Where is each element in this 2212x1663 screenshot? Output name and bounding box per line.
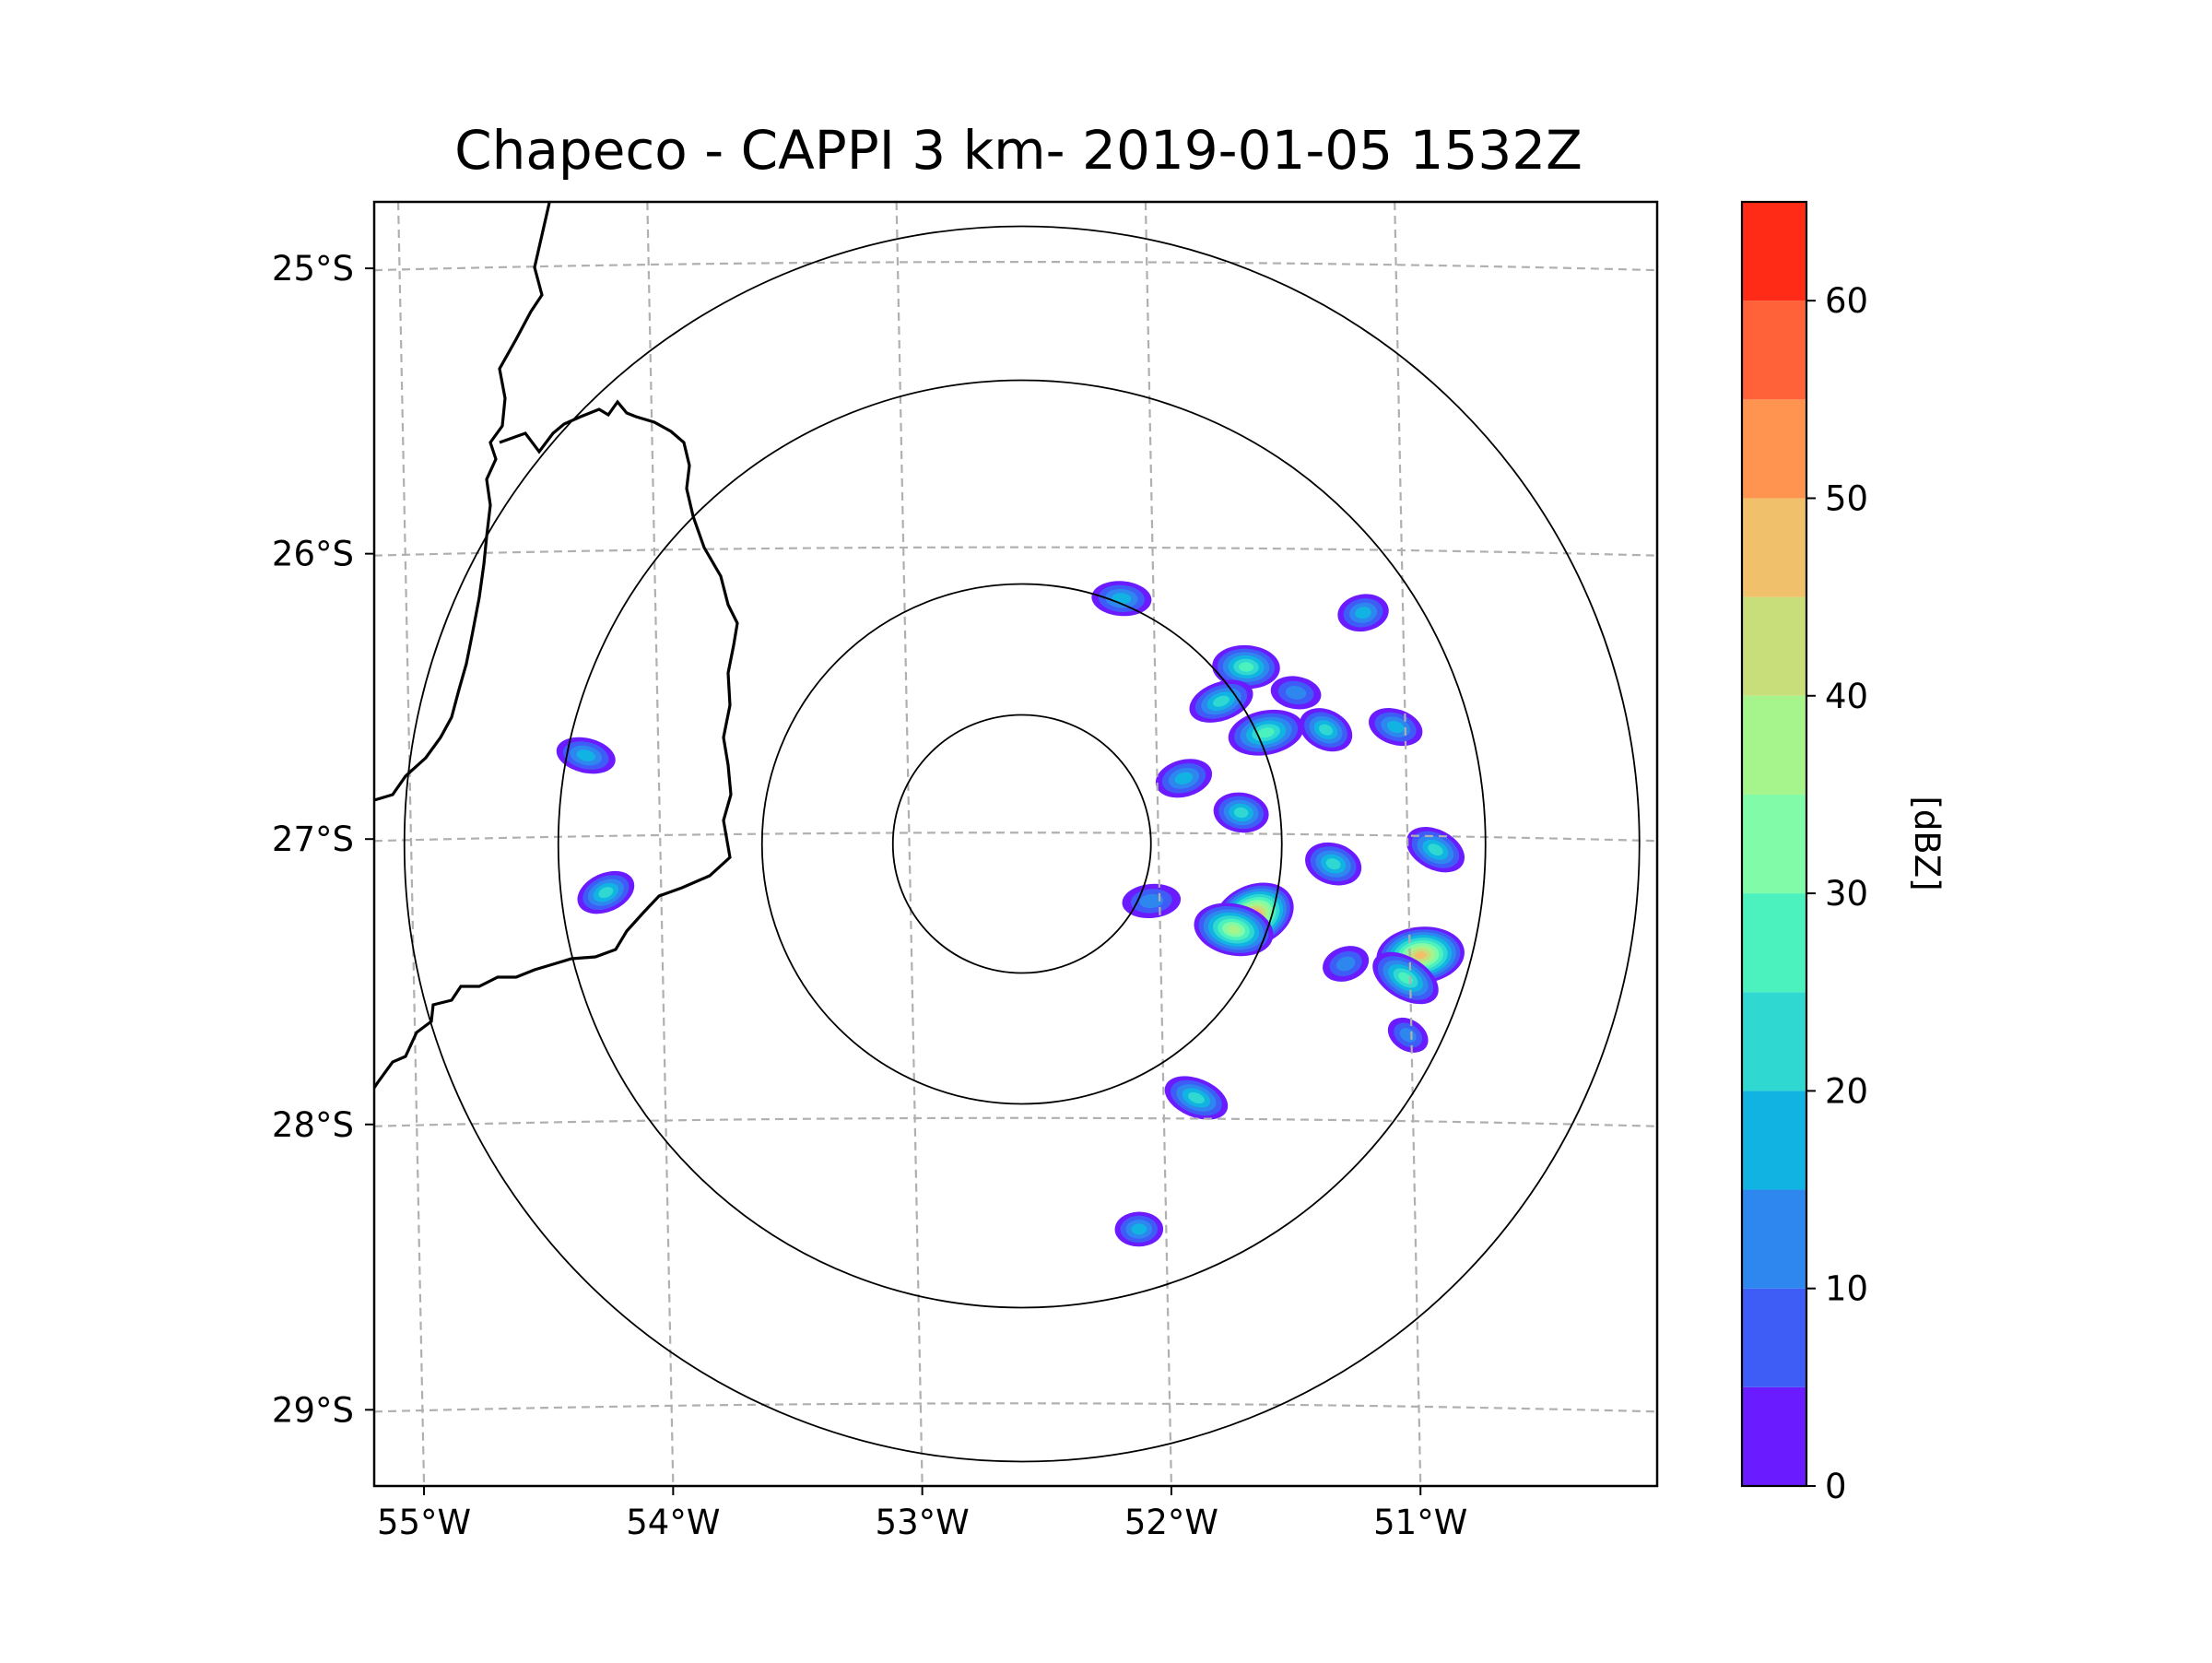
reflectivity-cell: [1386, 721, 1405, 734]
reflectivity-cell: [1355, 607, 1371, 619]
reflectivity-cell: [576, 749, 595, 761]
state-border: [374, 202, 551, 802]
reflectivity-cell: [1335, 956, 1356, 972]
colorbar-segment: [1742, 695, 1806, 795]
colorbar-label: [dBZ]: [1907, 796, 1947, 890]
x-tick-label: 53°W: [876, 1503, 970, 1542]
colorbar-tick-label: 50: [1825, 478, 1868, 518]
x-tick-label: 55°W: [377, 1503, 471, 1542]
meridian-line: [895, 202, 924, 1486]
colorbar-tick-label: 60: [1825, 281, 1868, 321]
reflectivity-cell: [1227, 925, 1241, 935]
colorbar-tick-label: 30: [1825, 874, 1868, 914]
colorbar-segment: [1742, 1091, 1806, 1190]
reflectivity-cell: [1139, 893, 1164, 909]
colorbar-segment: [1742, 992, 1806, 1091]
colorbar-segment: [1742, 893, 1806, 993]
reflectivity-cell: [598, 887, 614, 899]
reflectivity-cell: [1213, 695, 1230, 707]
y-tick-label: 26°S: [272, 535, 354, 574]
x-tick-label: 54°W: [626, 1503, 720, 1542]
colorbar-segment: [1742, 1189, 1806, 1289]
reflectivity-cell: [1257, 727, 1275, 738]
range-ring: [891, 714, 1152, 974]
meridian-line: [1144, 202, 1173, 1486]
reflectivity-cell: [1414, 951, 1427, 960]
colorbar-segment: [1742, 202, 1806, 301]
reflectivity-cell: [1233, 807, 1249, 819]
colorbar-tick-label: 0: [1825, 1467, 1847, 1506]
y-tick-label: 29°S: [272, 1390, 354, 1430]
chart-title: Chapeco - CAPPI 3 km- 2019-01-05 1532Z: [454, 119, 1583, 182]
reflectivity-cell: [1188, 1091, 1205, 1104]
colorbar-segment: [1742, 399, 1806, 499]
colorbar-segment: [1742, 498, 1806, 597]
colorbar-frame: [1740, 200, 1808, 1488]
colorbar-tick-label: 10: [1825, 1269, 1868, 1309]
reflectivity-cell: [1325, 858, 1341, 870]
colorbar-segment: [1742, 596, 1806, 696]
y-tick-label: 27°S: [272, 820, 354, 859]
parallel-line: [374, 1116, 1657, 1127]
colorbar-segment: [1742, 1288, 1806, 1387]
colorbar-segment: [1742, 1386, 1806, 1486]
parallel-line: [374, 1402, 1657, 1413]
reflectivity-cell: [1174, 772, 1194, 784]
colorbar-segment: [1742, 301, 1806, 400]
colorbar-tick-label: 20: [1825, 1071, 1868, 1111]
reflectivity-cell: [1238, 662, 1254, 672]
x-tick-label: 52°W: [1124, 1503, 1218, 1542]
parallel-line: [374, 261, 1657, 272]
y-tick-label: 28°S: [272, 1105, 354, 1145]
y-tick-label: 25°S: [272, 249, 354, 289]
meridian-line: [646, 202, 675, 1486]
colorbar-tick-label: 40: [1825, 677, 1868, 716]
x-tick-label: 51°W: [1373, 1503, 1467, 1542]
range-ring: [403, 225, 1641, 1463]
range-ring: [557, 379, 1487, 1309]
country-border: [374, 399, 739, 1089]
parallel-line: [374, 832, 1657, 843]
meridian-line: [396, 202, 426, 1486]
reflectivity-cell: [1398, 972, 1413, 985]
map-frame: [372, 200, 1659, 1488]
parallel-line: [374, 546, 1657, 557]
reflectivity-cell: [1428, 843, 1443, 856]
meridian-line: [1394, 202, 1422, 1486]
reflectivity-cell: [1319, 724, 1333, 736]
colorbar-segment: [1742, 794, 1806, 894]
range-ring: [760, 583, 1283, 1105]
reflectivity-cell: [1285, 686, 1307, 700]
radar-echo-speckle: [374, 202, 1657, 1486]
reflectivity-cell: [1131, 1223, 1147, 1235]
